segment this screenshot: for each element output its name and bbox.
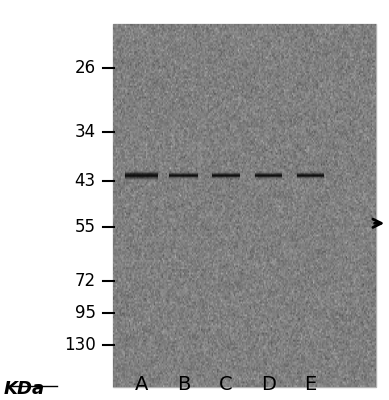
- Text: KDa: KDa: [4, 380, 45, 398]
- Text: D: D: [261, 375, 276, 394]
- Bar: [113, 24, 375, 387]
- Text: A: A: [135, 375, 148, 394]
- Text: 34: 34: [74, 122, 96, 140]
- Text: 26: 26: [74, 59, 96, 77]
- Text: B: B: [177, 375, 191, 394]
- Text: C: C: [219, 375, 233, 394]
- Text: E: E: [304, 375, 317, 394]
- Text: 95: 95: [75, 304, 96, 322]
- Text: 130: 130: [64, 336, 96, 354]
- Text: 43: 43: [74, 172, 96, 190]
- Text: 72: 72: [74, 272, 96, 290]
- Text: 55: 55: [75, 218, 96, 236]
